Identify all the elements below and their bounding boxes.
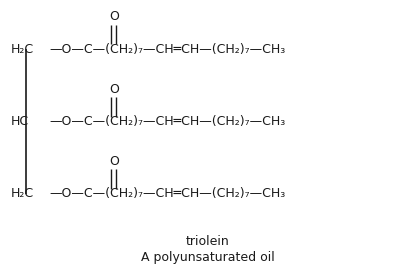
Text: triolein: triolein [186, 235, 230, 248]
Text: O: O [109, 10, 119, 23]
Text: —O—C—(CH₂)₇—CH═CH—(CH₂)₇—CH₃: —O—C—(CH₂)₇—CH═CH—(CH₂)₇—CH₃ [49, 43, 285, 56]
Text: O: O [109, 82, 119, 96]
Text: H₂C: H₂C [10, 43, 34, 56]
Text: H₂C: H₂C [10, 187, 34, 200]
Text: O: O [109, 155, 119, 168]
Text: —O—C—(CH₂)₇—CH═CH—(CH₂)₇—CH₃: —O—C—(CH₂)₇—CH═CH—(CH₂)₇—CH₃ [49, 115, 285, 128]
Text: HC: HC [10, 115, 29, 128]
Text: —O—C—(CH₂)₇—CH═CH—(CH₂)₇—CH₃: —O—C—(CH₂)₇—CH═CH—(CH₂)₇—CH₃ [49, 187, 285, 200]
Text: A polyunsaturated oil: A polyunsaturated oil [141, 251, 275, 265]
